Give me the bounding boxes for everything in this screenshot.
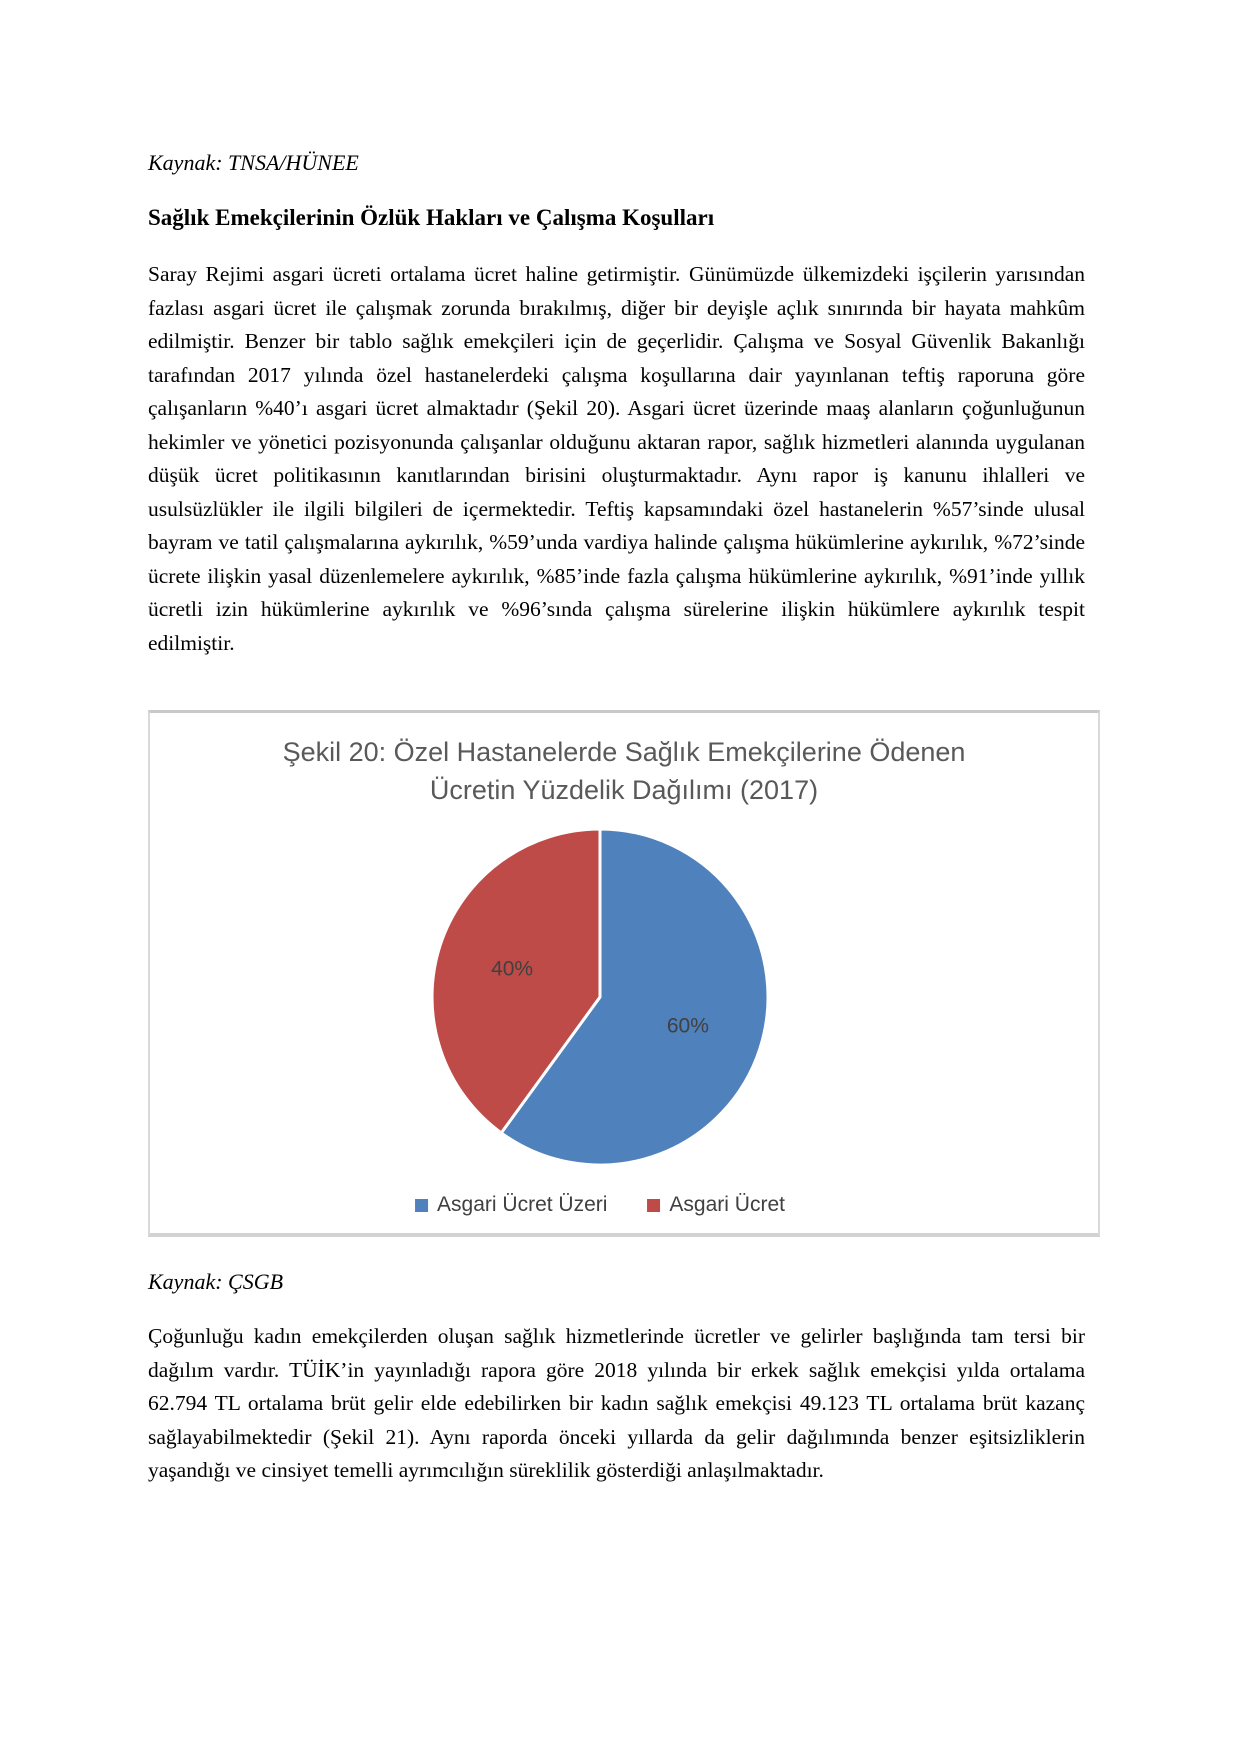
body-paragraph-2: Çoğunluğu kadın emekçilerden oluşan sağl… <box>148 1324 1085 1482</box>
pie-slice-0 <box>499 827 770 1167</box>
legend-marker-blue-icon <box>415 1198 429 1212</box>
legend-item-asgari-ucret-uzeri: Asgari Ücret Üzeri <box>415 1193 607 1217</box>
chart-title: Şekil 20: Özel Hastanelerde Sağlık Emekç… <box>150 733 1098 809</box>
legend-item-asgari-ucret: Asgari Ücret <box>647 1193 785 1217</box>
document-page: Kaynak: TNSA/HÜNEE Sağlık Emekçilerinin … <box>148 150 1100 1488</box>
pie-label-0: 60% <box>667 1015 709 1038</box>
chart-legend: Asgari Ücret Üzeri Asgari Ücret <box>415 1193 785 1217</box>
legend-label-asgari-ucret-uzeri: Asgari Ücret Üzeri <box>437 1193 608 1216</box>
section-heading: Sağlık Emekçilerinin Özlük Hakları ve Ça… <box>148 205 715 230</box>
source-note-top: Kaynak: TNSA/HÜNEE <box>148 150 359 175</box>
chart-title-line2: Ücretin Yüzdelik Dağılımı (2017) <box>429 775 819 805</box>
source-note-chart: Kaynak: ÇSGB <box>148 1269 284 1294</box>
pie-slice-1 <box>430 827 602 1135</box>
legend-label-asgari-ucret: Asgari Ücret <box>669 1193 785 1216</box>
chart-title-line1: Şekil 20: Özel Hastanelerde Sağlık Emekç… <box>282 737 966 767</box>
body-paragraph-1: Saray Rejimi asgari ücreti ortalama ücre… <box>148 262 1085 655</box>
figure-sekil-20: Şekil 20: Özel Hastanelerde Sağlık Emekç… <box>148 710 1100 1237</box>
legend-marker-red-icon <box>647 1198 661 1212</box>
pie-chart: 60% 40% <box>430 827 770 1167</box>
pie-label-1: 40% <box>491 957 533 980</box>
